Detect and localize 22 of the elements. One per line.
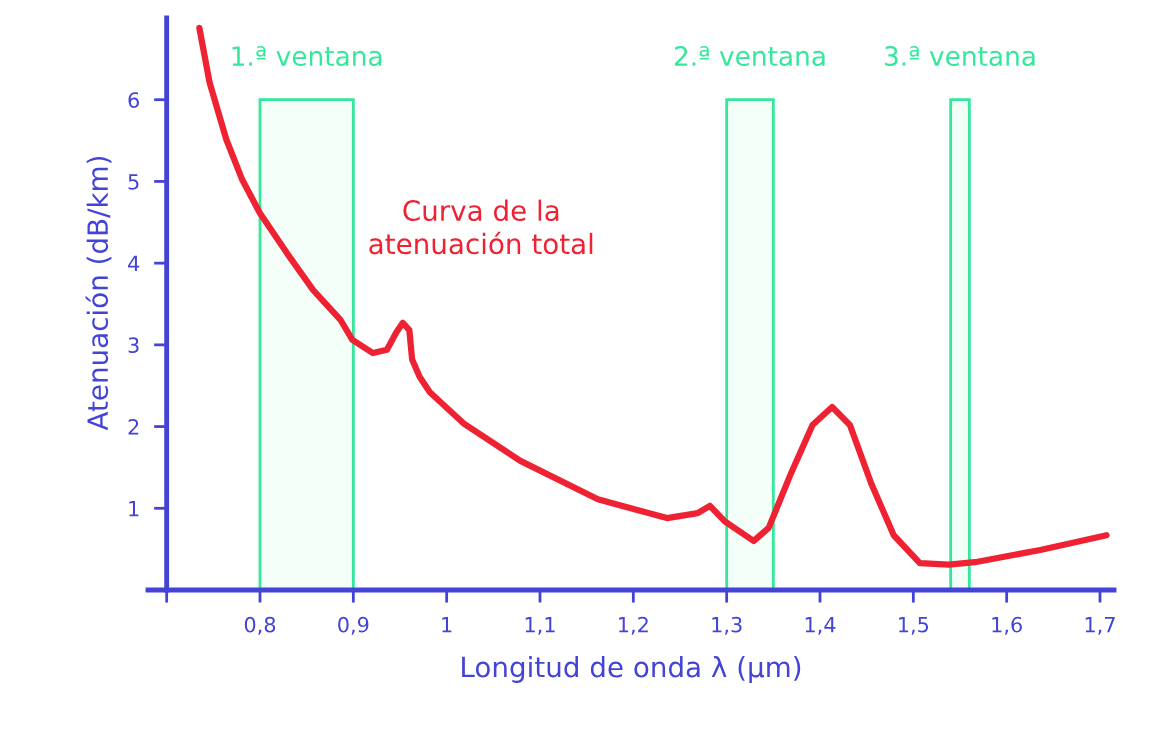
x-tick-label: 1,1	[525, 617, 555, 635]
text: Curva de la atenuación total	[369, 199, 593, 255]
y-tick-label: 5	[128, 174, 139, 190]
x-tick-label: 1,6	[992, 616, 1022, 635]
y-axis-title: Atenuación (dB/km)	[85, 156, 112, 431]
x-tick-label: 1,2	[619, 616, 648, 635]
y-tick-label: 4	[128, 255, 140, 272]
x-axis-title: Longitud de onda λ (µm)	[462, 656, 801, 683]
band-label: 1.ª ventana	[232, 46, 382, 66]
band-label: 2.ª ventana	[674, 46, 825, 66]
y-tick-label: 2	[128, 419, 139, 435]
y-tick-label: 6	[128, 92, 139, 108]
x-tick-label: 1	[442, 617, 452, 633]
y-tick-label: 3	[128, 337, 139, 354]
x-tick-label: 0,8	[244, 616, 276, 635]
x-tick-label: 1,7	[1085, 617, 1115, 635]
band-label: 3.ª ventana	[885, 46, 1035, 66]
x-tick-label: 1,5	[899, 617, 929, 635]
x-tick-label: 0,9	[338, 616, 369, 635]
x-tick-label: 1,4	[805, 617, 836, 635]
x-tick-label: 1,3	[712, 616, 742, 635]
y-tick-label: 1	[129, 501, 139, 517]
